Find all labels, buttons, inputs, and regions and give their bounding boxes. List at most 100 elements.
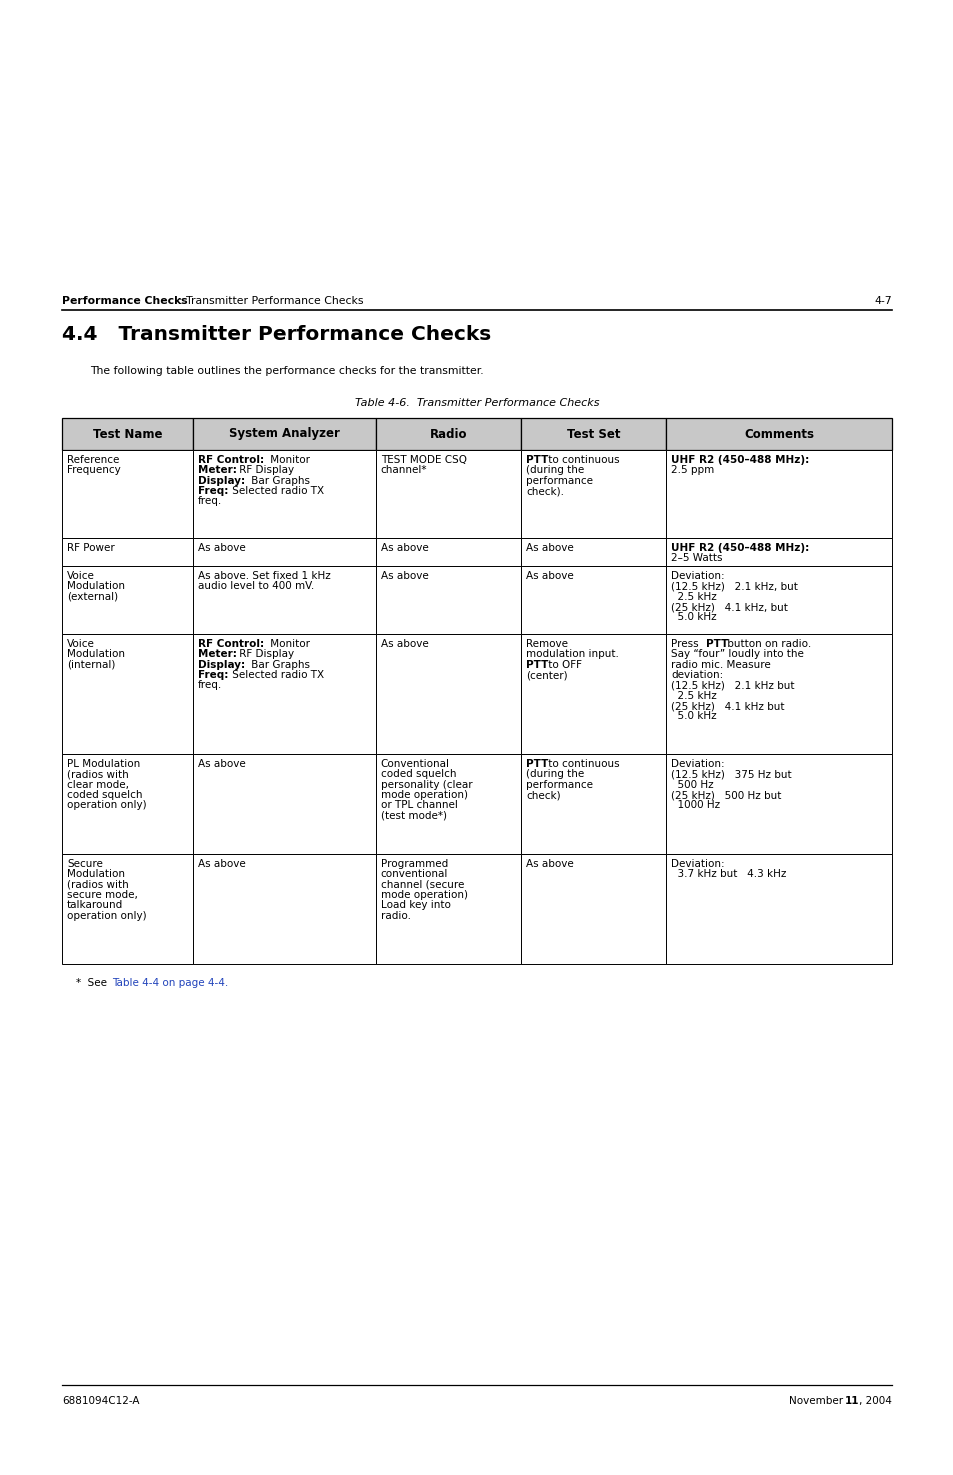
Text: (external): (external) bbox=[67, 591, 118, 602]
Text: operation only): operation only) bbox=[67, 910, 147, 920]
Text: 11: 11 bbox=[844, 1395, 859, 1406]
Text: or TPL channel: or TPL channel bbox=[380, 801, 457, 810]
Bar bbox=[520, 417, 665, 450]
Text: conventional: conventional bbox=[380, 869, 448, 879]
Bar bbox=[62, 450, 193, 538]
Bar bbox=[375, 417, 520, 450]
Bar bbox=[665, 754, 891, 854]
Text: As above: As above bbox=[198, 760, 246, 768]
Text: (25 kHz)   500 Hz but: (25 kHz) 500 Hz but bbox=[671, 791, 781, 799]
Text: modulation input.: modulation input. bbox=[525, 649, 618, 659]
Text: Voice: Voice bbox=[67, 571, 94, 581]
Text: (internal): (internal) bbox=[67, 659, 115, 670]
Text: RF Power: RF Power bbox=[67, 543, 114, 553]
Bar bbox=[665, 538, 891, 566]
Text: As above: As above bbox=[198, 543, 246, 553]
Text: Say “four” loudly into the: Say “four” loudly into the bbox=[671, 649, 803, 659]
Text: Monitor: Monitor bbox=[267, 454, 310, 465]
Text: Meter:: Meter: bbox=[198, 465, 236, 475]
Text: Frequency: Frequency bbox=[67, 465, 121, 475]
Text: As above: As above bbox=[198, 858, 246, 869]
Text: Performance Checks: Performance Checks bbox=[62, 296, 188, 305]
Text: As above: As above bbox=[525, 571, 573, 581]
Text: As above: As above bbox=[380, 639, 428, 649]
Text: (25 kHz)   4.1 kHz, but: (25 kHz) 4.1 kHz, but bbox=[671, 602, 787, 612]
Bar bbox=[193, 634, 375, 754]
Text: (during the: (during the bbox=[525, 465, 583, 475]
Text: check): check) bbox=[525, 791, 560, 799]
Text: 1000 Hz: 1000 Hz bbox=[671, 801, 720, 810]
Text: operation only): operation only) bbox=[67, 801, 147, 810]
Text: Test Name: Test Name bbox=[92, 428, 162, 441]
Text: radio.: radio. bbox=[380, 910, 411, 920]
Bar bbox=[520, 566, 665, 634]
Text: November: November bbox=[788, 1395, 845, 1406]
Text: clear mode,: clear mode, bbox=[67, 780, 129, 789]
Text: PTT: PTT bbox=[525, 454, 548, 465]
Text: Modulation: Modulation bbox=[67, 649, 125, 659]
Bar bbox=[193, 450, 375, 538]
Text: *  See: * See bbox=[76, 978, 111, 988]
Text: Display:: Display: bbox=[198, 476, 245, 485]
Text: 2.5 kHz: 2.5 kHz bbox=[671, 591, 717, 602]
Text: PL Modulation: PL Modulation bbox=[67, 760, 140, 768]
Text: PTT: PTT bbox=[705, 639, 727, 649]
Text: (test mode*): (test mode*) bbox=[380, 811, 446, 820]
Text: (radios with: (radios with bbox=[67, 879, 129, 889]
Text: Bar Graphs: Bar Graphs bbox=[248, 476, 310, 485]
Bar bbox=[665, 854, 891, 965]
Text: Deviation:: Deviation: bbox=[671, 760, 724, 768]
Text: Deviation:: Deviation: bbox=[671, 858, 724, 869]
Text: 2.5 ppm: 2.5 ppm bbox=[671, 465, 714, 475]
Text: Meter:: Meter: bbox=[198, 649, 236, 659]
Text: channel (secure: channel (secure bbox=[380, 879, 463, 889]
Text: Comments: Comments bbox=[743, 428, 813, 441]
Text: Freq:: Freq: bbox=[198, 487, 229, 496]
Text: 500 Hz: 500 Hz bbox=[671, 780, 713, 789]
Text: to OFF: to OFF bbox=[544, 659, 581, 670]
Text: As above: As above bbox=[525, 858, 573, 869]
Text: : Transmitter Performance Checks: : Transmitter Performance Checks bbox=[179, 296, 363, 305]
Bar bbox=[375, 450, 520, 538]
Text: PTT: PTT bbox=[525, 760, 548, 768]
Text: to continuous: to continuous bbox=[544, 454, 618, 465]
Text: As above: As above bbox=[380, 571, 428, 581]
Text: The following table outlines the performance checks for the transmitter.: The following table outlines the perform… bbox=[90, 366, 483, 376]
Text: 5.0 kHz: 5.0 kHz bbox=[671, 612, 716, 622]
Bar bbox=[665, 450, 891, 538]
Text: Modulation: Modulation bbox=[67, 581, 125, 591]
Text: coded squelch: coded squelch bbox=[380, 770, 456, 779]
Text: Programmed: Programmed bbox=[380, 858, 448, 869]
Bar bbox=[62, 634, 193, 754]
Text: As above: As above bbox=[380, 543, 428, 553]
Text: mode operation): mode operation) bbox=[380, 791, 467, 799]
Bar bbox=[193, 566, 375, 634]
Bar bbox=[665, 634, 891, 754]
Text: Reference: Reference bbox=[67, 454, 119, 465]
Text: button on radio.: button on radio. bbox=[723, 639, 811, 649]
Text: TEST MODE CSQ: TEST MODE CSQ bbox=[380, 454, 466, 465]
Bar bbox=[520, 854, 665, 965]
Text: Monitor: Monitor bbox=[267, 639, 310, 649]
Bar bbox=[62, 538, 193, 566]
Text: (25 kHz)   4.1 kHz but: (25 kHz) 4.1 kHz but bbox=[671, 701, 784, 711]
Text: (during the: (during the bbox=[525, 770, 583, 779]
Bar bbox=[375, 854, 520, 965]
Text: performance: performance bbox=[525, 780, 593, 789]
Text: Modulation: Modulation bbox=[67, 869, 125, 879]
Text: As above: As above bbox=[525, 543, 573, 553]
Text: (12.5 kHz)   2.1 kHz but: (12.5 kHz) 2.1 kHz but bbox=[671, 680, 794, 690]
Text: Load key into: Load key into bbox=[380, 900, 450, 910]
Text: coded squelch: coded squelch bbox=[67, 791, 142, 799]
Bar bbox=[375, 538, 520, 566]
Text: secure mode,: secure mode, bbox=[67, 889, 138, 900]
Text: RF Control:: RF Control: bbox=[198, 454, 264, 465]
Text: channel*: channel* bbox=[380, 465, 427, 475]
Text: (12.5 kHz)   2.1 kHz, but: (12.5 kHz) 2.1 kHz, but bbox=[671, 581, 798, 591]
Text: personality (clear: personality (clear bbox=[380, 780, 472, 789]
Text: check).: check). bbox=[525, 487, 563, 496]
Bar bbox=[665, 417, 891, 450]
Bar bbox=[62, 754, 193, 854]
Text: (radios with: (radios with bbox=[67, 770, 129, 779]
Text: , 2004: , 2004 bbox=[859, 1395, 891, 1406]
